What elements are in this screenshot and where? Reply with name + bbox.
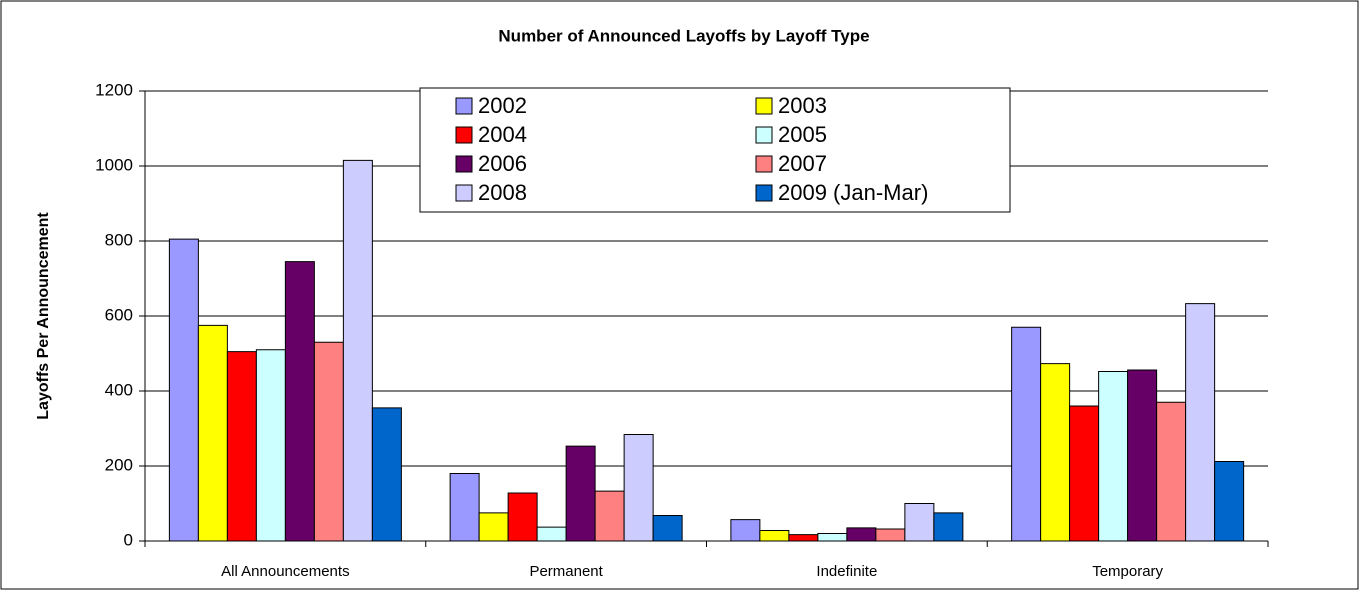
bar (536, 526, 567, 542)
bar (478, 512, 509, 542)
bar (226, 351, 257, 542)
bar (1098, 371, 1129, 542)
bar (197, 324, 228, 542)
bar (933, 512, 964, 542)
bar (449, 473, 480, 542)
bar (255, 349, 286, 542)
bar (1185, 303, 1216, 542)
x-tick-label: All Announcements (221, 563, 349, 580)
legend-swatch (455, 126, 473, 144)
legend-box (419, 87, 1011, 213)
legend-swatch (755, 155, 773, 173)
bar (730, 519, 761, 542)
bar (846, 527, 877, 542)
bar (1214, 461, 1245, 542)
legend-swatch (755, 97, 773, 115)
y-tick-label: 600 (105, 305, 133, 324)
y-tick-label: 800 (105, 230, 133, 249)
bar (788, 534, 819, 542)
legend-swatch (455, 184, 473, 202)
legend-label: 2009 (Jan-Mar) (778, 180, 928, 205)
bar (1127, 369, 1158, 542)
bar (1040, 363, 1071, 542)
legend-swatch (755, 184, 773, 202)
legend-label: 2003 (778, 93, 827, 118)
y-tick-label: 200 (105, 455, 133, 474)
bar (284, 261, 315, 542)
x-tick-label: Indefinite (816, 563, 877, 580)
bar (565, 445, 596, 542)
legend-swatch (755, 126, 773, 144)
bar (1011, 326, 1042, 542)
bar (875, 528, 906, 542)
y-tick-label: 400 (105, 380, 133, 399)
y-tick-label: 1000 (95, 155, 133, 174)
chart-title: Number of Announced Layoffs by Layoff Ty… (498, 26, 869, 45)
bar (1069, 405, 1100, 542)
y-tick-label: 0 (124, 530, 133, 549)
legend-label: 2005 (778, 122, 827, 147)
bar (904, 503, 935, 542)
legend-label: 2007 (778, 151, 827, 176)
bar (594, 490, 625, 542)
y-tick-label: 1200 (95, 80, 133, 99)
bar (313, 341, 344, 542)
y-axis-label: Layoffs Per Announcement (35, 212, 52, 420)
bar (168, 238, 199, 542)
legend-label: 2002 (478, 93, 527, 118)
bar (371, 407, 402, 542)
legend-swatch (455, 97, 473, 115)
bar (759, 530, 790, 542)
legend-label: 2008 (478, 180, 527, 205)
bar (817, 533, 848, 542)
bar (507, 492, 538, 542)
x-tick-label: Permanent (529, 563, 603, 580)
x-tick-label: Temporary (1092, 563, 1163, 580)
legend-swatch (455, 155, 473, 173)
bar (1156, 401, 1187, 542)
bar (342, 159, 373, 542)
legend-label: 2004 (478, 122, 527, 147)
bar (652, 515, 683, 542)
bar (623, 434, 654, 542)
legend-label: 2006 (478, 151, 527, 176)
